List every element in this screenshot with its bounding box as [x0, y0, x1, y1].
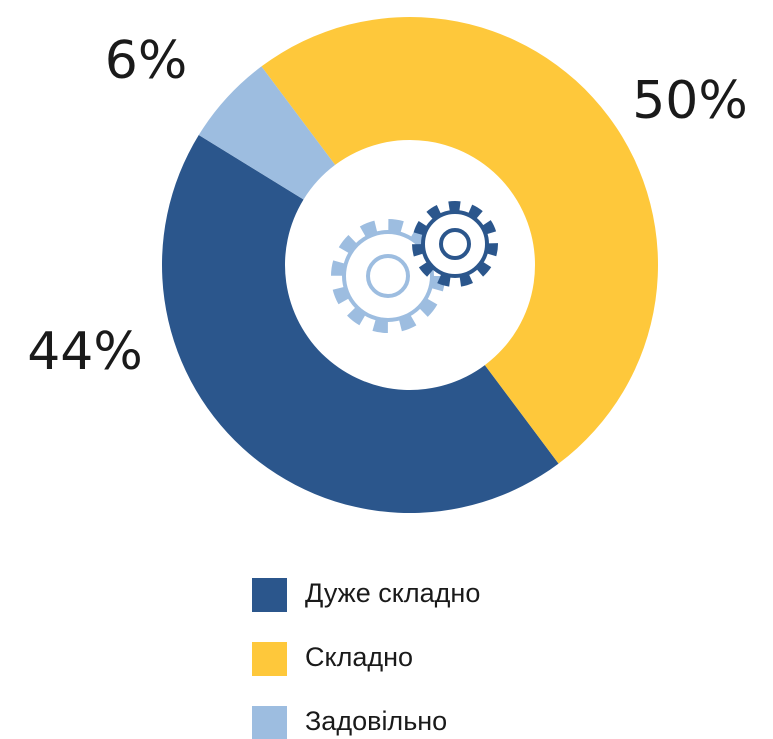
gears-icon: [331, 201, 498, 333]
legend-swatch: [252, 578, 287, 612]
gear-body: [342, 230, 434, 322]
slice: [162, 135, 559, 513]
donut: [162, 16, 658, 513]
legend-swatch: [252, 706, 287, 739]
slice: [198, 66, 336, 200]
gear-hole: [366, 254, 410, 298]
value-label: 6%: [105, 31, 188, 91]
legend-label: Дуже складно: [305, 578, 480, 608]
legend-label: Задовільно: [305, 706, 447, 736]
legend-label: Складно: [305, 642, 413, 672]
gear-hole: [439, 228, 471, 260]
gear-body: [421, 210, 489, 278]
value-label: 44%: [27, 322, 143, 382]
gear-teeth: [412, 201, 498, 287]
gear-teeth: [331, 219, 445, 333]
value-label: 50%: [632, 71, 748, 131]
legend-swatch: [252, 642, 287, 676]
slice: [261, 16, 658, 464]
